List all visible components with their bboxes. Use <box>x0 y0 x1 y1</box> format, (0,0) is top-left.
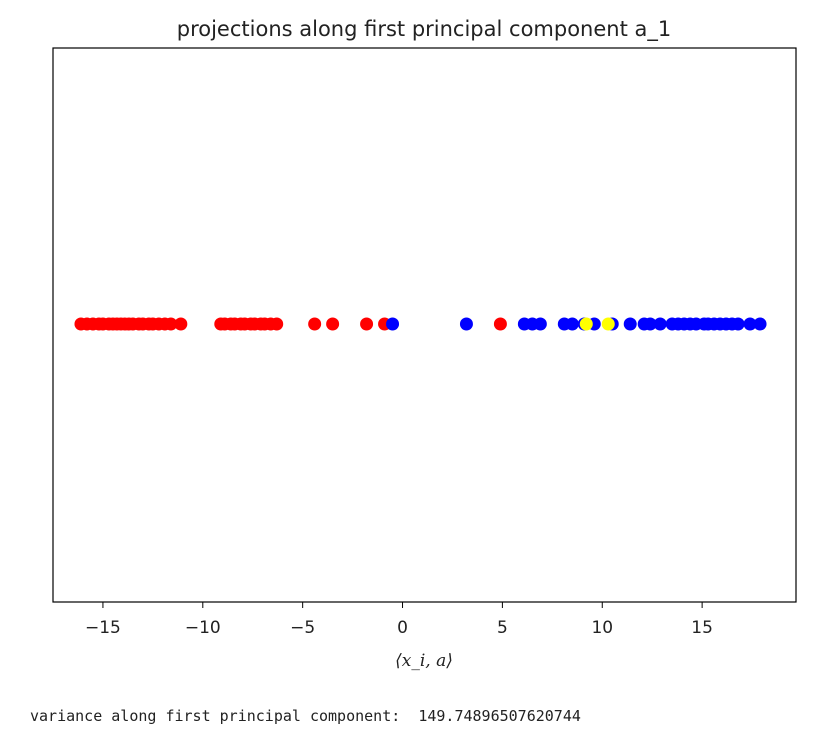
data-point <box>459 317 473 331</box>
data-point <box>623 317 637 331</box>
data-point <box>565 317 579 331</box>
data-point <box>386 317 400 331</box>
x-tick-label: 10 <box>591 618 613 638</box>
x-tick-label: −5 <box>290 618 315 638</box>
data-point <box>743 317 757 331</box>
data-point <box>360 317 374 331</box>
data-point <box>164 317 178 331</box>
variance-output: variance along first principal component… <box>30 707 581 725</box>
data-point <box>601 317 615 331</box>
x-tick-label: −15 <box>85 618 121 638</box>
x-axis-ticks: −15 −10 −5 0 5 10 15 <box>85 602 713 638</box>
data-point <box>326 317 340 331</box>
x-tick-label: 0 <box>397 618 408 638</box>
x-tick-label: −10 <box>185 618 221 638</box>
x-tick-label: 15 <box>691 618 713 638</box>
variance-value: 149.74896507620744 <box>418 707 581 725</box>
plot-frame <box>52 47 797 603</box>
data-point <box>308 317 322 331</box>
scatter-chart: projections along first principal compon… <box>52 17 797 671</box>
variance-label: variance along first principal component… <box>30 707 401 725</box>
data-points <box>74 317 767 331</box>
data-point <box>643 317 657 331</box>
x-axis-label: ⟨x_i, a⟩ <box>395 651 453 671</box>
data-point <box>174 317 188 331</box>
data-point <box>653 317 667 331</box>
data-point <box>270 317 284 331</box>
chart-title: projections along first principal compon… <box>177 17 671 42</box>
data-point <box>731 317 745 331</box>
data-point <box>493 317 507 331</box>
data-point <box>579 317 593 331</box>
data-point <box>753 317 767 331</box>
x-tick-label: 5 <box>497 618 508 638</box>
data-point <box>533 317 547 331</box>
